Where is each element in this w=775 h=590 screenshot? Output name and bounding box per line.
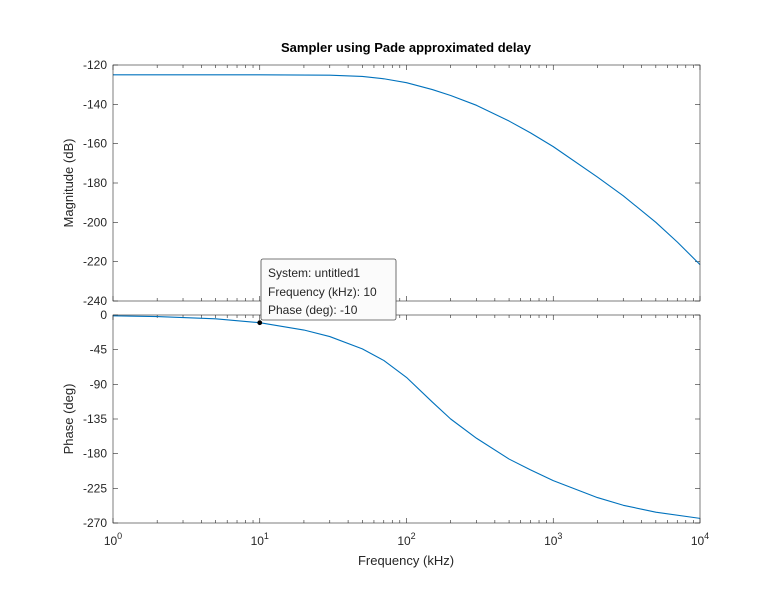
x-tick-label: 104 bbox=[691, 531, 709, 548]
magnitude-series-line bbox=[113, 74, 701, 266]
data-tip-system: System: untitled1 bbox=[268, 266, 360, 280]
phase-ytick-label: -180 bbox=[83, 447, 107, 461]
phase-ylabel: Phase (deg) bbox=[61, 384, 76, 455]
phase-ytick-label: -270 bbox=[83, 516, 107, 530]
magnitude-axes-box bbox=[112, 64, 701, 302]
data-tip-box bbox=[260, 258, 397, 321]
chart-title: Sampler using Pade approximated delay bbox=[281, 40, 532, 55]
magnitude-ytick-label: -120 bbox=[83, 58, 107, 72]
phase-ytick-label: -45 bbox=[90, 343, 108, 357]
x-axis-label: Frequency (kHz) bbox=[358, 553, 454, 568]
magnitude-ytick-label: -160 bbox=[83, 137, 107, 151]
magnitude-panel: -120 -140 -160 -180 -200 -220 -240 Magnitude (… bbox=[61, 58, 701, 308]
x-tick-label: 100 bbox=[104, 531, 122, 548]
x-tick-label: 102 bbox=[397, 531, 415, 548]
phase-ytick-label: -90 bbox=[90, 377, 108, 391]
magnitude-ytick-label: -240 bbox=[83, 294, 107, 308]
phase-ytick-label: 0 bbox=[100, 308, 107, 322]
phase-ytick-label: -225 bbox=[83, 481, 107, 495]
magnitude-ytick-label: -220 bbox=[83, 255, 107, 269]
magnitude-plot-area bbox=[113, 74, 701, 266]
magnitude-ytick-label: -180 bbox=[83, 176, 107, 190]
data-tip-phase: Phase (deg): -10 bbox=[268, 303, 358, 317]
magnitude-ylabel: Magnitude (dB) bbox=[61, 139, 76, 228]
magnitude-ytick-label: -140 bbox=[83, 97, 107, 111]
magnitude-ytick-label: -200 bbox=[83, 215, 107, 229]
magnitude-ticks: -120 -140 -160 -180 -200 -220 -240 bbox=[83, 58, 701, 308]
phase-plot-area bbox=[112, 315, 701, 519]
data-tip[interactable]: System: untitled1 Frequency (kHz): 10 Ph… bbox=[260, 258, 397, 321]
x-tick-label: 101 bbox=[251, 531, 269, 548]
phase-axes-box bbox=[112, 314, 701, 524]
data-tip-marker[interactable] bbox=[257, 320, 263, 326]
phase-ytick-label: -135 bbox=[83, 412, 107, 426]
x-tick-label: 103 bbox=[544, 531, 562, 548]
data-tip-frequency: Frequency (kHz): 10 bbox=[268, 285, 377, 299]
